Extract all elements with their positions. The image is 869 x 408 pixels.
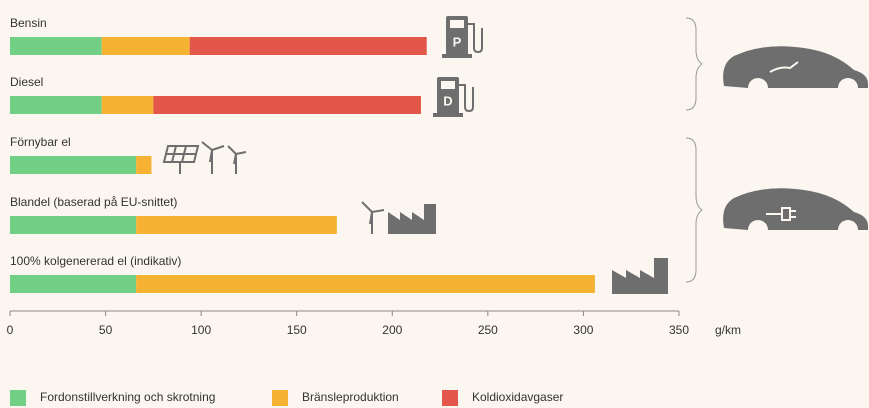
legend-label: Fordonstillverkning och skrotning	[40, 390, 215, 404]
legend-swatch	[272, 390, 288, 406]
x-tick-label: 150	[287, 323, 307, 337]
bar-segment	[136, 216, 337, 234]
wind-factory-icon	[361, 201, 436, 234]
bar-segment	[136, 156, 152, 174]
category-label: 100% kolgenererad el (indikativ)	[10, 254, 181, 268]
pump-icon	[442, 16, 483, 58]
x-tick-label: 350	[669, 323, 689, 337]
bar-segment	[10, 216, 137, 234]
category-label: Diesel	[10, 75, 43, 89]
x-axis-label: g/km	[715, 323, 741, 337]
car-icon	[723, 188, 868, 230]
renewable-icon	[162, 141, 247, 174]
bar-segment	[153, 96, 421, 114]
pump-icon	[433, 77, 474, 117]
factory-icon	[612, 258, 668, 294]
legend-swatch	[442, 390, 458, 406]
bar-segment	[10, 275, 137, 293]
legend-label: Bränsleproduktion	[302, 390, 399, 404]
brace	[685, 137, 703, 283]
bar-segment	[101, 37, 190, 55]
category-label: Bensin	[10, 16, 47, 30]
x-tick-label: 0	[7, 323, 14, 337]
bar-segment	[10, 96, 102, 114]
car-icon	[723, 46, 868, 88]
legend-label: Koldioxidavgaser	[472, 390, 563, 404]
x-tick-label: 100	[191, 323, 211, 337]
category-label: Blandel (baserad på EU-snittet)	[10, 195, 177, 209]
pump-letter: P	[453, 34, 462, 49]
bar-segment	[136, 275, 595, 293]
category-label: Förnybar el	[10, 135, 71, 149]
bar-segment	[189, 37, 427, 55]
bar-segment	[10, 156, 137, 174]
pump-letter: D	[443, 93, 452, 108]
x-tick-label: 50	[99, 323, 113, 337]
brace	[685, 17, 703, 111]
x-tick-label: 300	[573, 323, 593, 337]
bar-segment	[10, 37, 102, 55]
x-tick-label: 200	[382, 323, 402, 337]
x-tick-label: 250	[478, 323, 498, 337]
bar-segment	[101, 96, 154, 114]
legend-swatch	[10, 390, 26, 406]
